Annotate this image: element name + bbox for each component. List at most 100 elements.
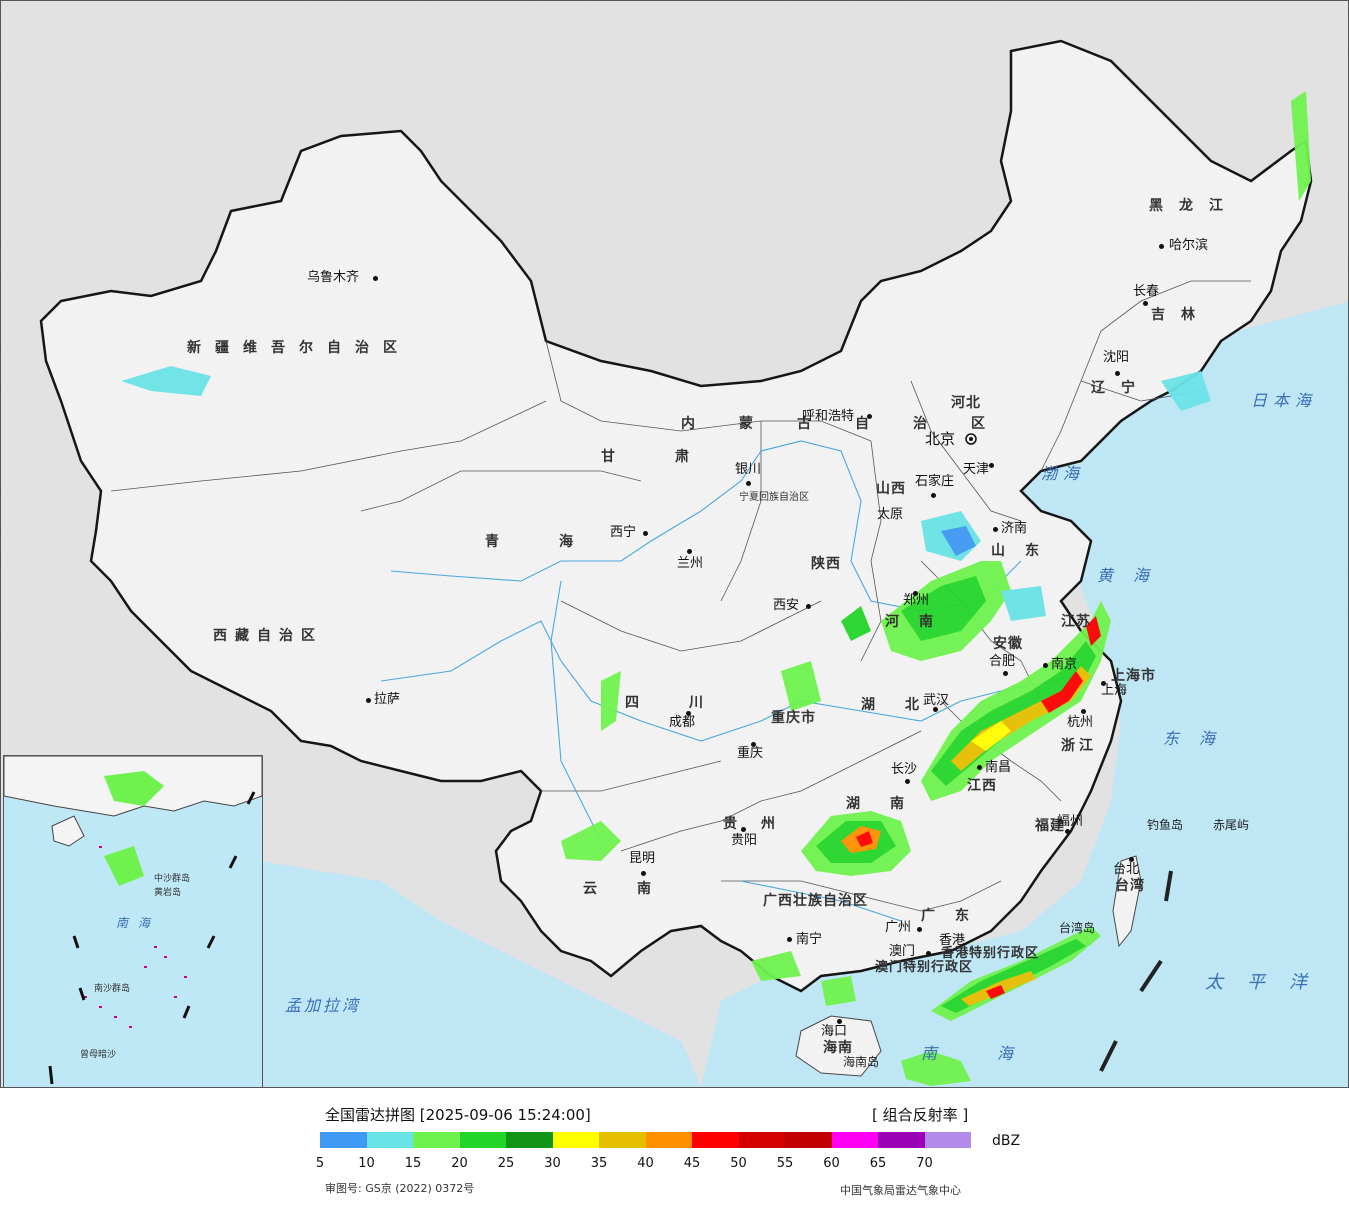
city-label[interactable]: 广州 xyxy=(885,920,912,935)
city-dot xyxy=(641,871,646,876)
city-label[interactable]: 武汉 xyxy=(923,693,950,708)
city-label[interactable]: 西宁 xyxy=(610,525,637,540)
sea-label: 日本海 xyxy=(1251,391,1318,410)
city-dot xyxy=(905,779,910,784)
city-label[interactable]: 重庆 xyxy=(737,746,764,761)
province-label: 辽宁 xyxy=(1091,380,1151,396)
legend-tick-label: 50 xyxy=(730,1156,747,1171)
radar-echoes xyxy=(121,91,1311,1086)
province-label: 福建 xyxy=(1035,818,1065,834)
province-label: 河南 xyxy=(885,614,953,630)
city-label[interactable]: 呼和浩特 xyxy=(802,409,855,424)
legend-product-label: [ 组合反射率 ] xyxy=(872,1106,969,1124)
city-label[interactable]: 西安 xyxy=(773,598,800,613)
city-dot xyxy=(1129,857,1134,862)
legend-tick-label: 60 xyxy=(823,1156,840,1171)
city-label[interactable]: 郑州 xyxy=(903,593,930,608)
city-dot xyxy=(917,927,922,932)
city-label[interactable]: 乌鲁木齐 xyxy=(307,270,360,285)
province-label: 吉林 xyxy=(1151,307,1211,323)
city-label[interactable]: 海口 xyxy=(821,1024,848,1039)
legend-swatch xyxy=(692,1132,739,1148)
city-label[interactable]: 长沙 xyxy=(891,762,918,777)
city-dot xyxy=(913,591,918,596)
data-source: 中国气象局雷达气象中心 xyxy=(840,1184,961,1197)
city-label[interactable]: 上海 xyxy=(1101,683,1128,698)
city-label[interactable]: 哈尔滨 xyxy=(1169,238,1209,253)
city-label[interactable]: 福州 xyxy=(1057,814,1084,829)
city-dot xyxy=(867,414,872,419)
province-label: 广东 xyxy=(921,908,989,924)
province-label: 西藏自治区 xyxy=(213,628,323,644)
city-label[interactable]: 澳门 xyxy=(889,944,916,959)
province-label: 广西壮族自治区 xyxy=(763,893,868,909)
legend-tick-label: 45 xyxy=(683,1156,701,1171)
capital-icon xyxy=(965,433,977,445)
inset-island-label: 南沙群岛 xyxy=(94,984,131,994)
legend-swatch xyxy=(413,1132,460,1148)
city-dot xyxy=(373,276,378,281)
city-dot xyxy=(1101,681,1106,686)
city-label[interactable]: 南京 xyxy=(1051,657,1078,672)
island-label: 赤尾屿 xyxy=(1213,818,1250,832)
city-label[interactable]: 拉萨 xyxy=(374,692,401,707)
province-label: 黑龙江 xyxy=(1149,198,1239,214)
inset-sea-label: 南海 xyxy=(116,916,161,930)
city-label[interactable]: 南昌 xyxy=(985,760,1012,775)
province-label: 新疆维吾尔自治区 xyxy=(187,340,411,356)
city-dot xyxy=(1003,671,1008,676)
sea-label: 东海 xyxy=(1163,729,1236,748)
inset-island-label: 中沙群岛 xyxy=(154,874,191,884)
province-label: 江西 xyxy=(967,778,997,794)
city-label[interactable]: 太原 xyxy=(877,507,904,522)
province-label: 内蒙古自治区 xyxy=(681,416,1029,432)
city-label[interactable]: 香港 xyxy=(939,933,966,948)
city-dot xyxy=(741,827,746,832)
city-label[interactable]: 济南 xyxy=(1001,521,1028,536)
legend-tick-label: 20 xyxy=(451,1156,468,1171)
city-label[interactable]: 长春 xyxy=(1133,284,1160,299)
city-label[interactable]: 天津 xyxy=(963,462,990,477)
radar-map[interactable]: 新疆维吾尔自治区 西藏自治区 青海 甘肃 四川 云南 贵州 广西壮族自治区 广东… xyxy=(0,0,1349,1088)
province-label: 海南 xyxy=(823,1040,853,1056)
legend-swatch xyxy=(878,1132,925,1148)
city-label[interactable]: 北京 xyxy=(925,430,956,448)
city-dot xyxy=(933,707,938,712)
province-label: 陕西 xyxy=(811,556,841,572)
city-dot xyxy=(806,604,811,609)
legend-swatch xyxy=(599,1132,646,1148)
city-label[interactable]: 兰州 xyxy=(677,556,704,571)
city-label[interactable]: 沈阳 xyxy=(1103,350,1130,365)
legend-swatch xyxy=(320,1132,367,1148)
city-label[interactable]: 合肥 xyxy=(989,654,1016,669)
legend-swatch xyxy=(552,1132,599,1148)
province-label: 宁夏回族自治区 xyxy=(739,492,809,503)
province-label: 澳门特别行政区 xyxy=(875,960,974,975)
city-label[interactable]: 台北 xyxy=(1113,862,1140,877)
legend-tick-label: 30 xyxy=(544,1156,561,1171)
province-label: 云南 xyxy=(583,881,691,897)
city-label[interactable]: 银川 xyxy=(735,462,762,477)
city-dot xyxy=(1143,301,1148,306)
city-label[interactable]: 贵阳 xyxy=(731,833,758,848)
city-label[interactable]: 杭州 xyxy=(1067,715,1094,730)
city-dot xyxy=(993,527,998,532)
legend-swatch xyxy=(459,1132,506,1148)
city-label[interactable]: 南宁 xyxy=(796,932,823,947)
city-dot xyxy=(686,711,691,716)
province-label: 浙江 xyxy=(1061,738,1097,754)
city-dot xyxy=(787,937,792,942)
city-label[interactable]: 成都 xyxy=(669,715,696,730)
city-label[interactable]: 石家庄 xyxy=(915,474,955,489)
south-china-sea-inset: 南海 中沙群岛 黄岩岛 南沙群岛 曾母暗沙 xyxy=(3,755,263,1087)
province-label: 青海 xyxy=(485,534,633,550)
province-label: 上海市 xyxy=(1111,668,1156,684)
city-label[interactable]: 昆明 xyxy=(629,851,656,866)
city-dot xyxy=(977,765,982,770)
legend-tick-label: 10 xyxy=(358,1156,375,1171)
sea-label: 渤海 xyxy=(1041,464,1086,483)
legend-tick-label: 5 xyxy=(315,1156,325,1171)
legend-tick-label: 25 xyxy=(497,1156,515,1171)
city-dot xyxy=(751,742,756,747)
legend-title: 全国雷达拼图 [2025-09-06 15:24:00] xyxy=(325,1106,591,1124)
